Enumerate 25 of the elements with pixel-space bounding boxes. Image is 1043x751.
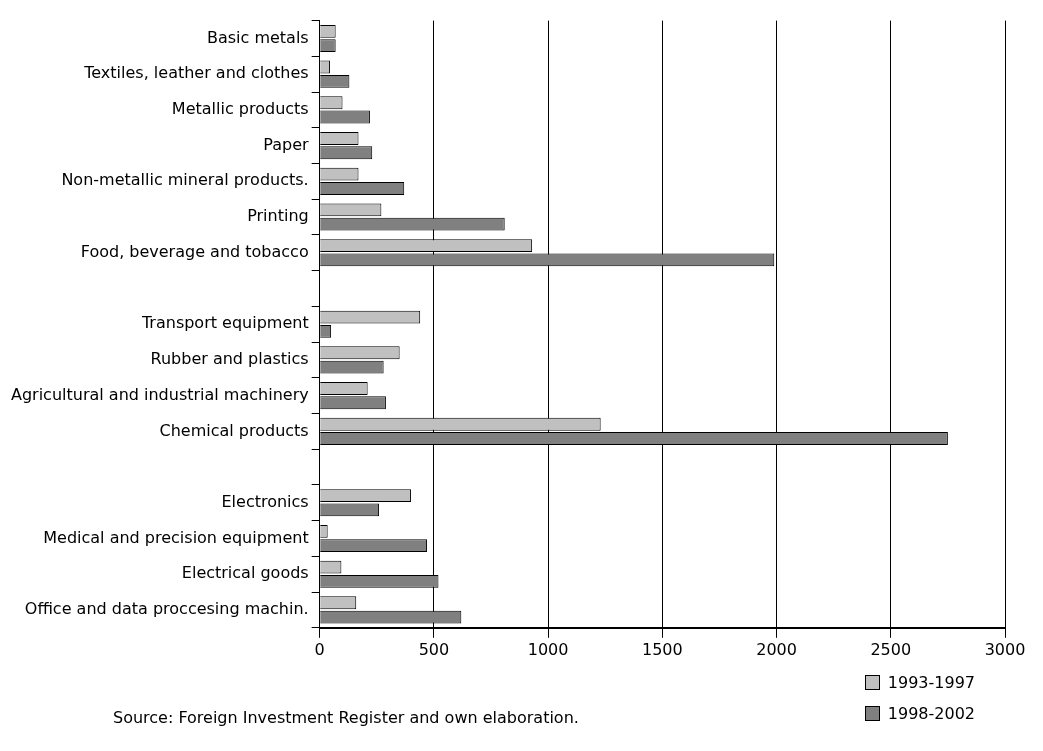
y-tick-label: Printing <box>247 206 309 226</box>
y-tick-label: Rubber and plastics <box>150 349 309 369</box>
y-tick-label: Transport equipment <box>140 313 309 333</box>
y-tick-label: Electronics <box>221 491 309 511</box>
y-tick-label: Basic metals <box>206 27 309 47</box>
y-tick-label: Medical and precision equipment <box>43 527 309 547</box>
y-tick-label: Chemical products <box>159 420 309 440</box>
x-tick-label: 500 <box>418 639 450 659</box>
x-tick-label: 1000 <box>527 639 569 659</box>
y-tick-label: Non-metallic mineral products. <box>61 170 309 190</box>
y-tick-label: Agricultural and industrial machinery <box>10 384 309 404</box>
x-tick-label: 2500 <box>870 639 912 659</box>
y-tick-label: Food, beverage and tobacco <box>80 241 309 261</box>
legend-label: 1998-2002 <box>887 704 975 723</box>
source-note: Source: Foreign Investment Register and own elaboration. <box>113 708 579 727</box>
y-tick-label: Textiles, leather and clothes <box>83 63 309 83</box>
legend-label: 1993-1997 <box>887 673 975 692</box>
y-tick-label: Office and data proccesing machin. <box>24 599 309 619</box>
y-tick-label: Electrical goods <box>181 563 309 583</box>
x-tick-label: 1500 <box>641 639 683 659</box>
x-tick-label: 3000 <box>984 639 1026 659</box>
x-tick-label: 0 <box>314 639 325 659</box>
y-tick-label: Paper <box>263 134 310 154</box>
x-tick-label: 2000 <box>756 639 797 659</box>
y-tick-label: Metallic products <box>171 99 309 119</box>
